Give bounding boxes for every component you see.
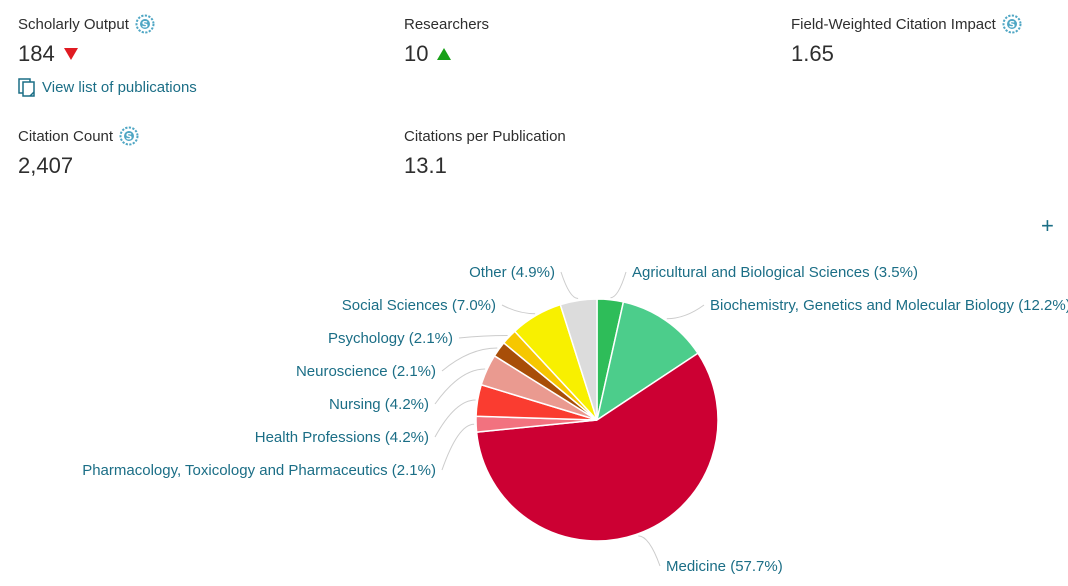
metric-scholarly-output: Scholarly Output S 184 [18, 14, 155, 68]
snowball-metric-icon[interactable]: S [1002, 14, 1022, 34]
snowball-metric-icon[interactable]: S [135, 14, 155, 34]
pie-slice-label: Pharmacology, Toxicology and Pharmaceuti… [82, 462, 436, 479]
metric-researchers: Researchers 10 [404, 14, 489, 68]
svg-text:S: S [142, 21, 148, 31]
researchers-label: Researchers [404, 15, 490, 33]
trend-up-icon [437, 48, 452, 60]
view-publications-label[interactable]: View list of publications [42, 79, 197, 96]
pie-leader-line [501, 304, 536, 315]
pie-slice-label: Biochemistry, Genetics and Molecular Bio… [710, 297, 1068, 314]
pie-slice-label: Social Sciences (7.0%) [342, 297, 496, 314]
pie-leader-line [441, 423, 475, 471]
svg-text:S: S [126, 133, 132, 143]
citations-per-publication-value: 13.1 [404, 153, 447, 178]
citation-count-label: Citation Count [18, 127, 114, 145]
pie-slice-label: Neuroscience (2.1%) [296, 363, 436, 380]
scholarly-output-label: Scholarly Output [18, 15, 129, 33]
citation-count-value: 2,407 [18, 153, 74, 178]
pie-leader-line [666, 304, 705, 320]
researchers-value: 10 [404, 41, 429, 66]
pie-slice-label: Agricultural and Biological Sciences (3.… [632, 264, 918, 281]
citations-per-publication-label: Citations per Publication [404, 127, 566, 145]
metric-citation-count: Citation Count S 2,407 [18, 126, 139, 180]
pie-slice[interactable] [559, 298, 598, 421]
fwci-label: Field-Weighted Citation Impact [791, 15, 996, 33]
pie-leader-line [560, 271, 579, 299]
pie-leader-line [458, 335, 508, 339]
snowball-metric-icon[interactable]: S [119, 126, 139, 146]
document-icon [18, 78, 35, 97]
metric-fwci: Field-Weighted Citation Impact S 1.65 [791, 14, 1022, 68]
trend-down-icon [63, 48, 78, 60]
pie-slice-label: Medicine (57.7%) [666, 558, 783, 575]
metric-citations-per-publication: Citations per Publication 13.1 [404, 126, 566, 180]
plus-icon[interactable]: + [1041, 213, 1054, 238]
svg-text:S: S [1009, 21, 1015, 31]
pie-leader-line [434, 368, 486, 405]
fwci-value: 1.65 [791, 41, 834, 66]
pie-slice-label: Nursing (4.2%) [329, 396, 429, 413]
pie-slice[interactable] [475, 352, 719, 542]
pie-slice[interactable] [595, 301, 699, 422]
pie-leader-line [638, 535, 661, 567]
view-publications-link[interactable]: View list of publications [18, 78, 197, 97]
pie-leader-line [441, 347, 498, 372]
pie-leader-line [610, 271, 627, 299]
scholarly-output-value: 184 [18, 41, 55, 66]
pie-slice-label: Psychology (2.1%) [328, 330, 453, 347]
pie-slice-label: Other (4.9%) [469, 264, 555, 281]
pie-leader-line [434, 399, 476, 438]
pie-slice-label: Health Professions (4.2%) [255, 429, 429, 446]
